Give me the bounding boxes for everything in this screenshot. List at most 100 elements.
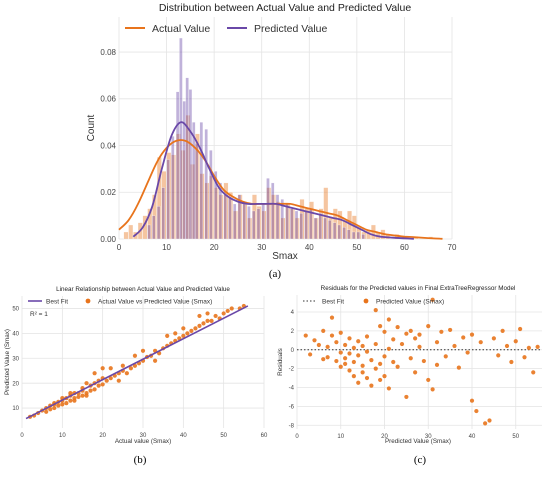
- scatter-point: [100, 366, 105, 371]
- x-tick-label: 0: [295, 434, 299, 440]
- predicted-hist-bar: [271, 182, 275, 240]
- predicted-hist-bar: [204, 129, 208, 240]
- predicted-hist-bar: [356, 231, 361, 240]
- predicted-hist-bar: [318, 213, 322, 240]
- residual-point: [386, 386, 391, 391]
- x-tick-label: 40: [469, 434, 476, 440]
- predicted-hist-bar: [280, 199, 284, 240]
- actual-hist-bar: [128, 224, 134, 240]
- residual-point: [439, 329, 444, 334]
- legend-residual-label: Predicted Value (Smax): [376, 299, 444, 306]
- legend-zero-line-label: Best Fit: [322, 299, 344, 306]
- residual-point: [334, 340, 339, 345]
- residual-point: [351, 359, 356, 365]
- legend-actual-label: Actual Value: [152, 23, 210, 35]
- scatter-point: [181, 326, 186, 331]
- predicted-kde-line: [132, 121, 414, 240]
- scatter-point: [92, 371, 97, 376]
- chart-b-legend: Best Fit Actual Value vs Predicted Value…: [28, 298, 212, 318]
- residual-point: [448, 327, 453, 333]
- predicted-hist-bar: [213, 171, 218, 240]
- predicted-hist-bar: [256, 208, 261, 240]
- residual-point: [408, 356, 413, 361]
- predicted-hist-bar: [323, 217, 327, 240]
- residual-point: [386, 346, 391, 351]
- scatter-point: [68, 391, 73, 396]
- residual-point: [483, 421, 488, 426]
- predicted-hist-bar: [147, 224, 151, 240]
- residual-point: [382, 329, 387, 334]
- legend-scatter-swatch: [85, 298, 91, 304]
- caption-b: (b): [134, 454, 147, 466]
- x-tick-label: 30: [140, 433, 147, 439]
- residual-point: [325, 344, 330, 350]
- y-tick-label: -6: [289, 404, 295, 410]
- predicted-hist-bar: [252, 210, 256, 240]
- x-tick-label: 0: [20, 433, 24, 439]
- y-tick-label: 0.06: [100, 95, 116, 104]
- scatter-point: [72, 398, 77, 403]
- y-tick-label: 20: [12, 381, 19, 387]
- residual-point: [329, 333, 335, 338]
- predicted-hist-bar: [266, 178, 270, 240]
- residual-point: [500, 328, 505, 333]
- y-tick-label: 50: [12, 307, 19, 313]
- residual-point: [399, 341, 405, 347]
- residual-point: [518, 326, 523, 332]
- predicted-hist-bar: [313, 217, 318, 240]
- legend-residual-swatch: [363, 298, 369, 304]
- residual-point: [373, 366, 378, 371]
- y-tick-label: 0.04: [100, 141, 116, 150]
- scatter-point: [197, 313, 202, 319]
- scatter-point: [88, 388, 93, 393]
- residual-point: [360, 343, 365, 349]
- residual-point: [373, 341, 378, 347]
- residual-point: [408, 328, 413, 333]
- residual-point: [535, 344, 540, 350]
- chart-c-legend: Best Fit Predicted Value (Smax): [303, 299, 444, 306]
- residual-point: [303, 333, 308, 338]
- predicted-hist-bar: [188, 89, 193, 240]
- predicted-hist-bar: [171, 136, 175, 240]
- scatter-point: [116, 378, 121, 383]
- residual-point: [334, 358, 339, 364]
- residuals-chart: Residuals for the Predicted values in Fi…: [277, 285, 542, 466]
- residual-point: [382, 354, 387, 359]
- scatter-point: [76, 394, 81, 399]
- scatter-point: [48, 407, 53, 412]
- predicted-hist-bar: [285, 203, 289, 240]
- residual-point: [338, 350, 343, 355]
- residual-point: [465, 350, 470, 355]
- scatter-point: [132, 353, 138, 358]
- chart-c-points: [303, 297, 540, 426]
- actual-histogram: [123, 114, 433, 240]
- chart-a-legend: Actual Value Predicted Value: [125, 23, 328, 35]
- residual-point: [452, 343, 457, 349]
- residual-point: [426, 377, 431, 383]
- residual-point: [430, 387, 435, 392]
- residual-point: [461, 335, 466, 340]
- scatter-point: [60, 402, 65, 407]
- chart-c-ylabel: Residuals: [277, 348, 284, 376]
- residual-point: [443, 354, 448, 359]
- residual-point: [391, 337, 396, 342]
- chart-c-ticks: 0 10 20 30 40 50 -8 -6 -4 -2 0 2 4: [289, 310, 520, 440]
- residual-point: [373, 307, 378, 313]
- residual-point: [413, 370, 418, 375]
- scatter-point: [84, 381, 89, 386]
- scatter-point: [104, 378, 109, 383]
- residual-point: [421, 358, 426, 364]
- predicted-hist-bar: [182, 100, 186, 240]
- predicted-hist-bar: [152, 215, 156, 240]
- x-tick-label: 70: [448, 243, 457, 252]
- predicted-hist-bar: [218, 182, 223, 240]
- legend-best-fit-label: Best Fit: [46, 299, 68, 306]
- residual-point: [469, 332, 475, 337]
- x-tick-label: 40: [180, 433, 187, 439]
- residual-point: [321, 357, 326, 362]
- predicted-hist-bar: [261, 203, 265, 240]
- x-tick-label: 40: [305, 243, 314, 252]
- predicted-hist-bar: [332, 222, 337, 240]
- y-tick-label: -8: [289, 423, 295, 429]
